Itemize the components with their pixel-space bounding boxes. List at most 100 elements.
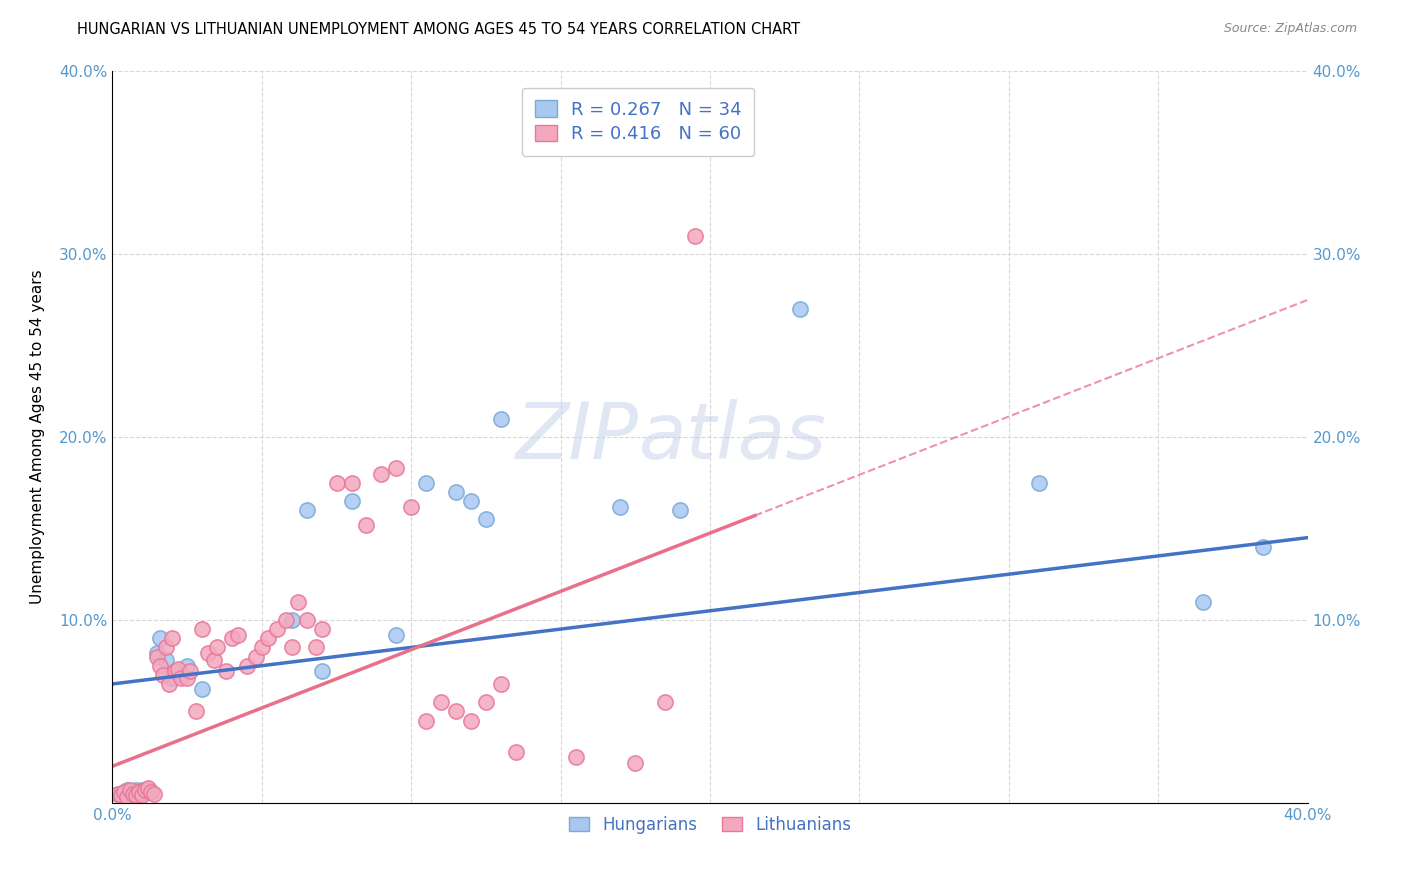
- Point: [162, 632, 183, 646]
- Point: [191, 622, 214, 636]
- Point: [141, 785, 163, 799]
- Point: [311, 622, 333, 636]
- Point: [117, 783, 139, 797]
- Point: [162, 672, 183, 686]
- Point: [114, 785, 135, 799]
- Point: [131, 789, 153, 803]
- Point: [669, 503, 692, 517]
- Point: [401, 500, 423, 514]
- Point: [609, 500, 631, 514]
- Point: [1028, 475, 1050, 490]
- Point: [155, 653, 177, 667]
- Point: [415, 475, 437, 490]
- Text: atlas: atlas: [638, 399, 827, 475]
- Point: [221, 632, 243, 646]
- Point: [266, 622, 288, 636]
- Point: [146, 649, 169, 664]
- Point: [202, 653, 225, 667]
- Point: [134, 783, 156, 797]
- Point: [205, 640, 228, 655]
- Point: [245, 649, 267, 664]
- Point: [489, 677, 512, 691]
- Point: [236, 658, 259, 673]
- Point: [120, 783, 142, 797]
- Point: [257, 632, 280, 646]
- Legend: Hungarians, Lithuanians: Hungarians, Lithuanians: [561, 807, 859, 842]
- Point: [460, 494, 482, 508]
- Point: [475, 695, 498, 709]
- Point: [107, 787, 129, 801]
- Point: [117, 790, 139, 805]
- Point: [444, 705, 467, 719]
- Point: [131, 783, 153, 797]
- Point: [186, 705, 208, 719]
- Point: [295, 503, 318, 517]
- Point: [1251, 540, 1274, 554]
- Point: [250, 640, 273, 655]
- Point: [197, 646, 219, 660]
- Point: [489, 412, 512, 426]
- Point: [305, 640, 328, 655]
- Point: [460, 714, 482, 728]
- Point: [475, 512, 498, 526]
- Point: [176, 658, 198, 673]
- Point: [325, 475, 347, 490]
- Point: [287, 594, 309, 608]
- Point: [149, 632, 172, 646]
- Point: [138, 783, 160, 797]
- Point: [226, 627, 249, 641]
- Point: [356, 517, 378, 532]
- Point: [370, 467, 392, 481]
- Point: [564, 750, 586, 764]
- Point: [340, 475, 363, 490]
- Point: [385, 461, 408, 475]
- Point: [165, 664, 187, 678]
- Point: [122, 787, 145, 801]
- Point: [125, 789, 148, 803]
- Point: [149, 658, 172, 673]
- Point: [430, 695, 453, 709]
- Text: HUNGARIAN VS LITHUANIAN UNEMPLOYMENT AMONG AGES 45 TO 54 YEARS CORRELATION CHART: HUNGARIAN VS LITHUANIAN UNEMPLOYMENT AMO…: [77, 22, 800, 37]
- Point: [415, 714, 437, 728]
- Point: [191, 682, 214, 697]
- Point: [122, 785, 145, 799]
- Point: [167, 662, 190, 676]
- Point: [385, 627, 408, 641]
- Point: [120, 787, 142, 801]
- Point: [155, 640, 177, 655]
- Point: [624, 756, 647, 770]
- Point: [125, 783, 148, 797]
- Point: [281, 640, 304, 655]
- Point: [141, 785, 163, 799]
- Point: [152, 667, 174, 681]
- Point: [444, 485, 467, 500]
- Point: [295, 613, 318, 627]
- Point: [281, 613, 304, 627]
- Point: [215, 664, 238, 678]
- Point: [114, 785, 135, 799]
- Point: [128, 785, 150, 799]
- Text: ZIP: ZIP: [516, 399, 638, 475]
- Point: [128, 789, 150, 803]
- Point: [110, 789, 132, 803]
- Point: [654, 695, 676, 709]
- Point: [143, 787, 166, 801]
- Point: [340, 494, 363, 508]
- Point: [134, 785, 156, 799]
- Point: [789, 301, 811, 317]
- Point: [311, 664, 333, 678]
- Point: [179, 664, 201, 678]
- Point: [170, 672, 193, 686]
- Point: [1192, 594, 1215, 608]
- Point: [505, 745, 527, 759]
- Point: [157, 677, 180, 691]
- Y-axis label: Unemployment Among Ages 45 to 54 years: Unemployment Among Ages 45 to 54 years: [31, 269, 45, 605]
- Point: [274, 613, 297, 627]
- Point: [138, 781, 160, 796]
- Text: Source: ZipAtlas.com: Source: ZipAtlas.com: [1223, 22, 1357, 36]
- Point: [683, 229, 706, 244]
- Point: [176, 672, 198, 686]
- Point: [146, 646, 169, 660]
- Point: [110, 789, 132, 803]
- Point: [107, 787, 129, 801]
